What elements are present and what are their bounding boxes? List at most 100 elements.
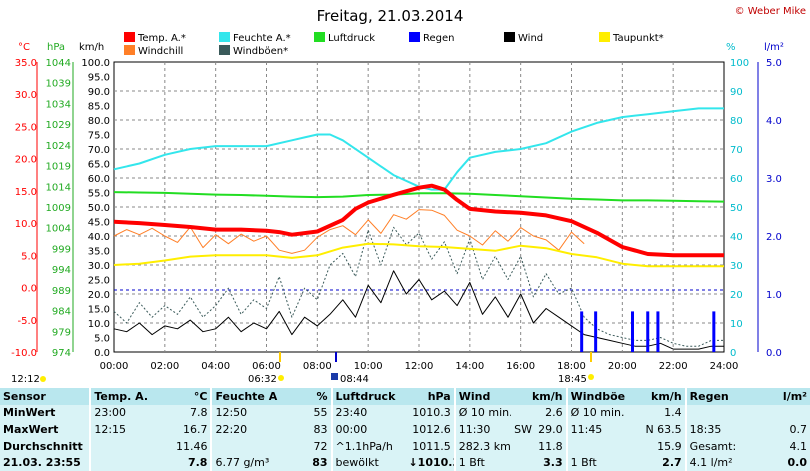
stats-table: Sensor Temp. A. °C Feuchte A. % Luftdruc…	[0, 388, 810, 471]
wind-tick-label: 35.0	[88, 247, 110, 258]
wind-tick-label: 100.0	[81, 58, 110, 69]
stats-cell: Gesamt:	[684, 437, 752, 455]
humidity-tick-label: 80	[730, 116, 743, 127]
sunrise-time: 06:32	[248, 374, 277, 385]
series-line-luftdruck	[113, 191, 725, 203]
series-line-windben	[113, 226, 724, 347]
time-tick-label: 06:00	[252, 361, 281, 372]
temp-tick-label: 5.0	[21, 251, 37, 262]
stats-cell: 00:00	[330, 421, 406, 438]
pressure-tick-label: 994	[52, 265, 71, 276]
stats-header-temp-unit: °C	[158, 388, 212, 405]
humidity-tick-label: 30	[730, 261, 743, 272]
stats-cell: 11.46	[158, 437, 212, 455]
pressure-tick-label: 1009	[46, 203, 71, 214]
pressure-tick-label: 984	[52, 307, 71, 318]
time-tick-label: 00:00	[100, 361, 129, 372]
time-tick-label: 18:00	[557, 361, 586, 372]
stats-cell: 11.8	[531, 437, 567, 455]
legend-swatch-humidity	[219, 32, 230, 42]
rain-bar	[656, 311, 660, 352]
stats-cell: 282.3 km	[453, 437, 512, 455]
temp-axis-unit: °C	[18, 42, 30, 53]
humidity-tick-label: 60	[730, 174, 743, 185]
stats-row-label: 21.03. 23:55	[0, 454, 91, 471]
stats-cell	[89, 437, 159, 455]
stats-header-gust-unit: km/h	[626, 388, 686, 405]
stats-cell: 15.9	[626, 437, 686, 455]
pressure-tick-label: 989	[52, 286, 71, 297]
legend-swatch-wind	[504, 32, 515, 42]
series-line-windchill	[113, 209, 585, 254]
pressure-tick-label: 1029	[46, 120, 71, 131]
stats-row-label: MinWert	[0, 404, 91, 422]
legend-swatch-dewpoint	[599, 32, 610, 42]
wind-tick-label: 50.0	[88, 203, 110, 214]
wind-tick-label: 70.0	[88, 145, 110, 156]
stats-cell: 4.1 l/m²	[684, 454, 752, 471]
series-group	[113, 107, 725, 352]
pressure-tick-label: 1004	[46, 224, 71, 235]
stats-cell: 11:30	[453, 421, 512, 438]
wind-tick-label: 30.0	[88, 261, 110, 272]
wind-tick-label: 80.0	[88, 116, 110, 127]
humidity-tick-label: 90	[730, 87, 743, 98]
stats-cell: 11:45	[565, 421, 627, 438]
pressure-tick-label: 1044	[46, 58, 71, 69]
temp-tick-label: 0.0	[21, 284, 37, 295]
temp-tick-label: 10.0	[15, 219, 37, 230]
rain-bar	[712, 311, 716, 352]
wind-tick-label: 45.0	[88, 218, 110, 229]
stats-cell: 1 Bft	[453, 454, 512, 471]
temp-tick-label: 35.0	[15, 58, 37, 69]
stats-cell	[511, 437, 532, 455]
rain-axis-unit: l/m²	[764, 42, 784, 53]
rain-tick-label: 4.0	[766, 116, 782, 127]
stats-cell	[751, 404, 810, 422]
wind-tick-label: 40.0	[88, 232, 110, 243]
legend-swatch-temp	[124, 32, 135, 42]
time-tick-label: 16:00	[506, 361, 535, 372]
stats-cell	[89, 454, 159, 471]
stats-cell: 16.7	[158, 421, 212, 438]
stats-cell	[684, 404, 752, 422]
legend-swatch-gusts	[219, 45, 230, 55]
stats-row-max: MaxWert 12:15 16.7 22:20 83 00:00 1012.6…	[0, 421, 810, 438]
time-tick-label: 20:00	[608, 361, 637, 372]
stats-header-hum-unit: %	[278, 388, 332, 405]
time-tick-label: 12:00	[405, 361, 434, 372]
stats-cell: 2.6	[531, 404, 567, 422]
stats-header-press: Luftdruck	[330, 388, 406, 405]
stats-cell: 55	[278, 404, 332, 422]
grid	[114, 62, 724, 352]
stats-cell: 23:00	[89, 404, 159, 422]
wind-tick-label: 0.0	[94, 348, 110, 359]
pressure-tick-label: 1024	[46, 141, 71, 152]
humidity-tick-label: 70	[730, 145, 743, 156]
stats-cell: 72	[278, 437, 332, 455]
moonrise-icon	[40, 376, 46, 382]
moonrise-time: 12:12	[11, 374, 40, 385]
humidity-tick-label: 40	[730, 232, 743, 243]
temp-tick-label: 30.0	[15, 90, 37, 101]
stats-cell	[511, 454, 532, 471]
wind-tick-label: 60.0	[88, 174, 110, 185]
stats-header-gust: Windböen	[565, 388, 627, 405]
legend-label-pressure: Luftdruck	[328, 33, 375, 44]
stats-cell: 12:50	[210, 404, 279, 422]
stats-header-wind-unit: km/h	[511, 388, 567, 405]
rain-tick-label: 5.0	[766, 58, 782, 69]
stats-cell: ^1.1hPa/h	[330, 437, 406, 455]
stats-row-current: 21.03. 23:55 7.8 6.77 g/m³ 83 bewölkt ↓1…	[0, 454, 810, 471]
stats-cell: 7.8	[158, 454, 212, 471]
stats-header-hum: Feuchte A.	[210, 388, 279, 405]
stats-header-rain-unit: l/m²	[751, 388, 810, 405]
wind-tick-label: 55.0	[88, 189, 110, 200]
wind-tick-label: 5.0	[94, 334, 110, 345]
rain-tick-label: 0.0	[766, 348, 782, 359]
wind-tick-label: 25.0	[88, 276, 110, 287]
legend-label-wind: Wind	[518, 33, 543, 44]
stats-cell: N 63.5	[626, 421, 686, 438]
stats-cell: ↓1010.3	[405, 454, 455, 471]
legend-label-dewpoint: Taupunkt*	[612, 33, 664, 44]
